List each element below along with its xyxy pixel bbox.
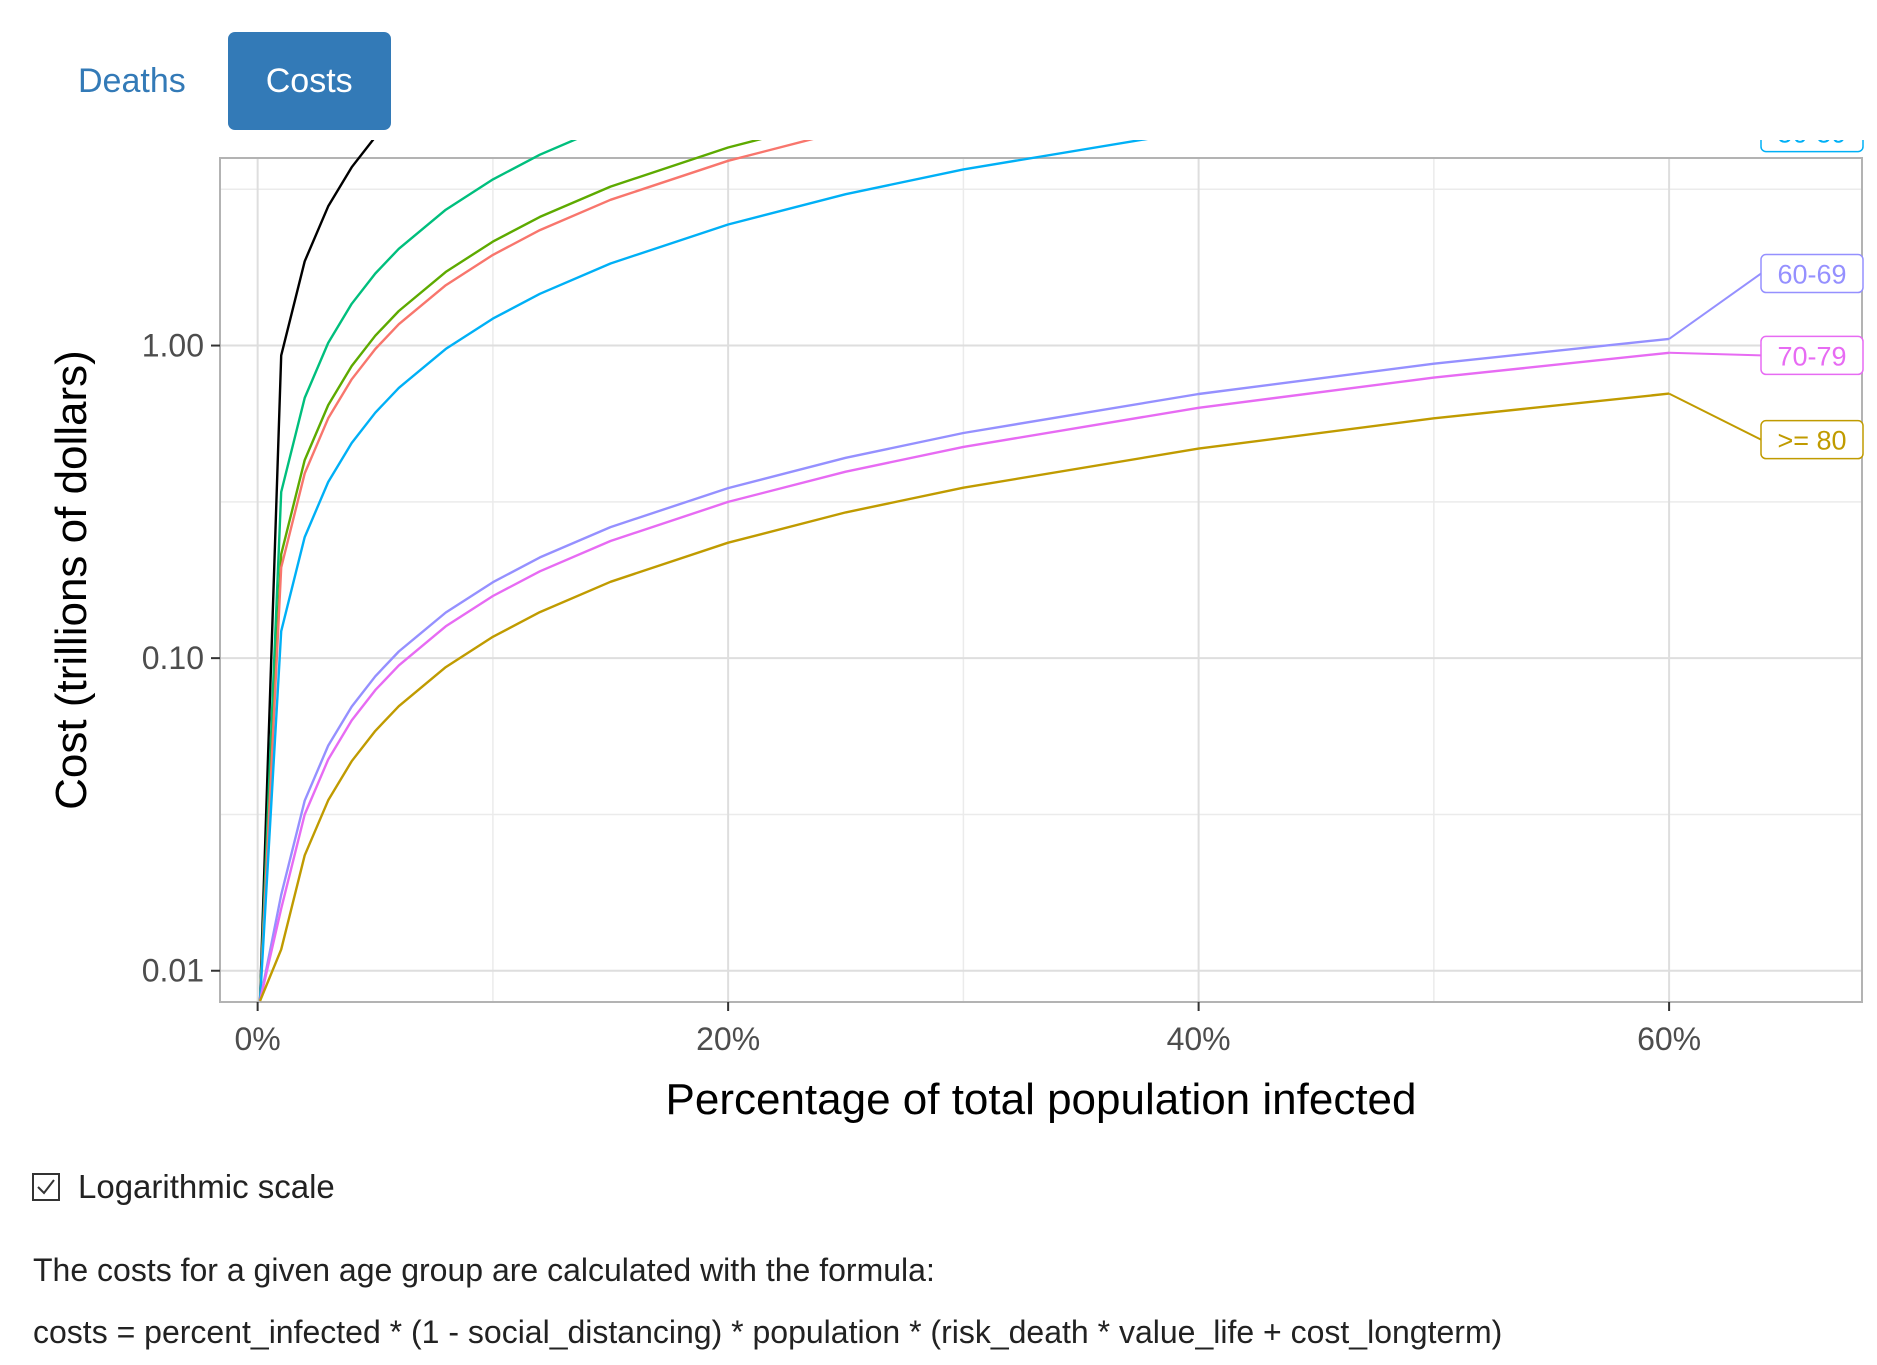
series-line-Total: [258, 140, 375, 1002]
series-label: >= 80: [1777, 426, 1846, 456]
series-line-5059: [258, 140, 1149, 1002]
cost-chart: 0%20%40%60%0.010.101.0010.00 US GDP Tota…: [47, 140, 1864, 1124]
series-label-box: [1760, 335, 1864, 376]
series-label: 70-79: [1777, 341, 1846, 371]
y-tick-label: 1.00: [142, 328, 204, 364]
tab-bar: Deaths Costs: [40, 32, 391, 130]
grid: [220, 158, 1862, 1002]
log-scale-control: Logarithmic scale: [32, 1168, 335, 1206]
series-line-10: [258, 140, 814, 1002]
y-tick-label: 0.01: [142, 953, 204, 989]
series-label-box: [1760, 253, 1864, 294]
series-label-box: [1760, 140, 1864, 153]
x-tick-label: 60%: [1637, 1021, 1701, 1057]
x-tick-label: 40%: [1167, 1021, 1231, 1057]
y-axis-title: Cost (trillions of dollars): [47, 350, 96, 810]
y-tick-label: 0.10: [142, 640, 204, 676]
series-line-1019: [258, 140, 763, 1002]
checkmark-icon: [37, 1179, 55, 1195]
x-tick-label: 0%: [235, 1021, 281, 1057]
series-label: 50-59: [1777, 140, 1846, 149]
series-line-7079: [258, 351, 1670, 1002]
formula-text: costs = percent_infected * (1 - social_d…: [33, 1314, 1503, 1350]
log-scale-checkbox[interactable]: [32, 1173, 60, 1201]
series-label-connector: [1668, 272, 1762, 340]
series-label-box: [1760, 419, 1864, 460]
series-label: 60-69: [1777, 260, 1846, 290]
plot-border: [219, 157, 1863, 1003]
series-line-80: [258, 392, 1670, 1002]
series-label-connector: [1668, 392, 1762, 441]
tab-costs[interactable]: Costs: [227, 32, 391, 130]
series-line-2049: [258, 140, 578, 1002]
axes: 0%20%40%60%0.010.101.0010.00: [142, 328, 1701, 1057]
series-lines: [258, 140, 1670, 1002]
series-line-6069: [258, 337, 1670, 1002]
tab-deaths[interactable]: Deaths: [78, 61, 186, 100]
formula-intro: The costs for a given age group are calc…: [33, 1252, 935, 1288]
x-axis-title: Percentage of total population infected: [666, 1075, 1417, 1124]
x-tick-label: 20%: [696, 1021, 760, 1057]
series-label-connector: [1669, 351, 1762, 357]
log-scale-label: Logarithmic scale: [78, 1168, 335, 1205]
